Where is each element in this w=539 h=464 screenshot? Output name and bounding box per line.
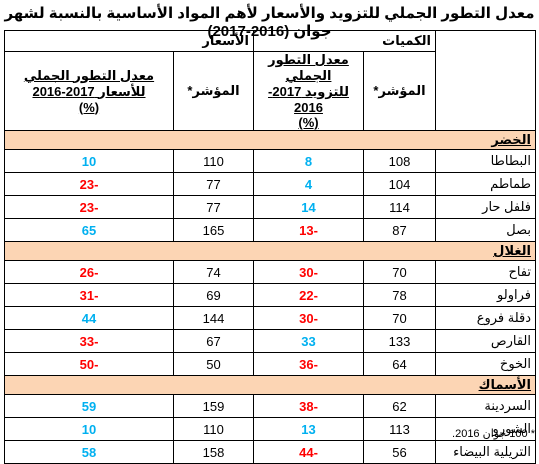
product-name: السردينة: [435, 394, 536, 418]
qty-rate-header: معدل التطور الجملي للتزويد 2017-2016 (%): [253, 51, 364, 131]
qty-rate-cell: 14: [253, 195, 364, 219]
product-name: طماطم: [435, 172, 536, 196]
qty-index-cell: 62: [363, 394, 436, 418]
qty-rate-header-line1: معدل التطور الجملي: [268, 52, 349, 83]
qty-index-cell: 70: [363, 306, 436, 330]
qty-index-cell: 114: [363, 195, 436, 219]
quantities-header: الكميات: [253, 30, 436, 52]
product-name: البطاطا: [435, 149, 536, 173]
price-index-cell: 144: [173, 306, 254, 330]
price-rate-header-line2: للأسعار 2017-2016: [32, 83, 146, 99]
qty-index-cell: 78: [363, 283, 436, 307]
qty-rate-cell: -36: [253, 352, 364, 376]
product-name: تفاح: [435, 260, 536, 284]
table-row: البطاطا 108 8 110 10: [4, 149, 536, 173]
product-name: فراولو: [435, 283, 536, 307]
table-row: بصل 87 -13 165 65: [4, 218, 536, 242]
product-column-header: [435, 30, 536, 131]
product-name: الشورو: [435, 417, 536, 441]
qty-index-cell: 133: [363, 329, 436, 353]
category-label: الخضر: [4, 130, 536, 150]
price-index-cell: 67: [173, 329, 254, 353]
qty-index-cell: 87: [363, 218, 436, 242]
price-rate-cell: -26: [4, 260, 174, 284]
price-rate-cell: -31: [4, 283, 174, 307]
qty-rate-cell: -30: [253, 306, 364, 330]
qty-rate-cell: -13: [253, 218, 364, 242]
table-row: دقلة فروع 70 -30 144 44: [4, 306, 536, 330]
price-index-cell: 77: [173, 195, 254, 219]
product-name: بصل: [435, 218, 536, 242]
qty-index-cell: 108: [363, 149, 436, 173]
price-index-cell: 74: [173, 260, 254, 284]
table-row: السردينة 62 -38 159 59: [4, 394, 536, 418]
price-index-cell: 158: [173, 440, 254, 464]
qty-index-cell: 70: [363, 260, 436, 284]
table-row: القارص 133 33 67 -33: [4, 329, 536, 353]
category-label: الأسماك: [4, 375, 536, 395]
price-index-cell: 110: [173, 149, 254, 173]
qty-rate-cell: 8: [253, 149, 364, 173]
table-row: طماطم 104 4 77 -23: [4, 172, 536, 196]
product-name: القارص: [435, 329, 536, 353]
price-rate-cell: 59: [4, 394, 174, 418]
qty-rate-cell: 33: [253, 329, 364, 353]
qty-index-cell: 113: [363, 417, 436, 441]
table-row: تفاح 70 -30 74 -26: [4, 260, 536, 284]
qty-index-cell: 56: [363, 440, 436, 464]
category-row: الغلال: [4, 241, 536, 261]
price-rate-cell: -50: [4, 352, 174, 376]
price-rate-cell: 10: [4, 149, 174, 173]
price-rate-header: معدل التطور الجملي للأسعار 2017-2016 (%): [4, 51, 174, 131]
price-index-cell: 69: [173, 283, 254, 307]
price-rate-cell: -23: [4, 172, 174, 196]
table-row: فلفل حار 114 14 77 -23: [4, 195, 536, 219]
qty-rate-cell: 4: [253, 172, 364, 196]
price-rate-cell: 65: [4, 218, 174, 242]
price-rate-header-pct: (%): [78, 99, 100, 115]
product-name: فلفل حار: [435, 195, 536, 219]
qty-index-header: المؤشر*: [363, 51, 436, 131]
supply-price-table: الكميات الأسعار المؤشر* معدل التطور الجم…: [4, 30, 536, 464]
price-index-cell: 50: [173, 352, 254, 376]
price-rate-cell: 44: [4, 306, 174, 330]
qty-index-cell: 64: [363, 352, 436, 376]
price-rate-cell: -23: [4, 195, 174, 219]
table-row: الشورو 113 13 110 10: [4, 417, 536, 441]
footnote: * 100 جوان 2016.: [452, 428, 535, 440]
qty-rate-cell: -38: [253, 394, 364, 418]
product-name: الخوخ: [435, 352, 536, 376]
product-name: دقلة فروع: [435, 306, 536, 330]
qty-rate-header-pct: (%): [298, 115, 319, 130]
price-rate-cell: 58: [4, 440, 174, 464]
table-row: فراولو 78 -22 69 -31: [4, 283, 536, 307]
category-row: الأسماك: [4, 375, 536, 395]
qty-rate-cell: -44: [253, 440, 364, 464]
price-index-cell: 159: [173, 394, 254, 418]
table-row: التريلية البيضاء 56 -44 158 58: [4, 440, 536, 464]
category-label: الغلال: [4, 241, 536, 261]
qty-rate-cell: -30: [253, 260, 364, 284]
category-row: الخضر: [4, 130, 536, 150]
price-index-cell: 165: [173, 218, 254, 242]
price-rate-header-line1: معدل التطور الجملي: [23, 67, 155, 83]
price-index-header: المؤشر*: [173, 51, 254, 131]
price-rate-cell: -33: [4, 329, 174, 353]
qty-rate-header-line2: للتزويد 2017-2016: [268, 84, 349, 115]
qty-index-cell: 104: [363, 172, 436, 196]
table-row: الخوخ 64 -36 50 -50: [4, 352, 536, 376]
prices-header: الأسعار: [4, 30, 254, 52]
product-name: التريلية البيضاء: [435, 440, 536, 464]
qty-rate-cell: -22: [253, 283, 364, 307]
price-index-cell: 77: [173, 172, 254, 196]
